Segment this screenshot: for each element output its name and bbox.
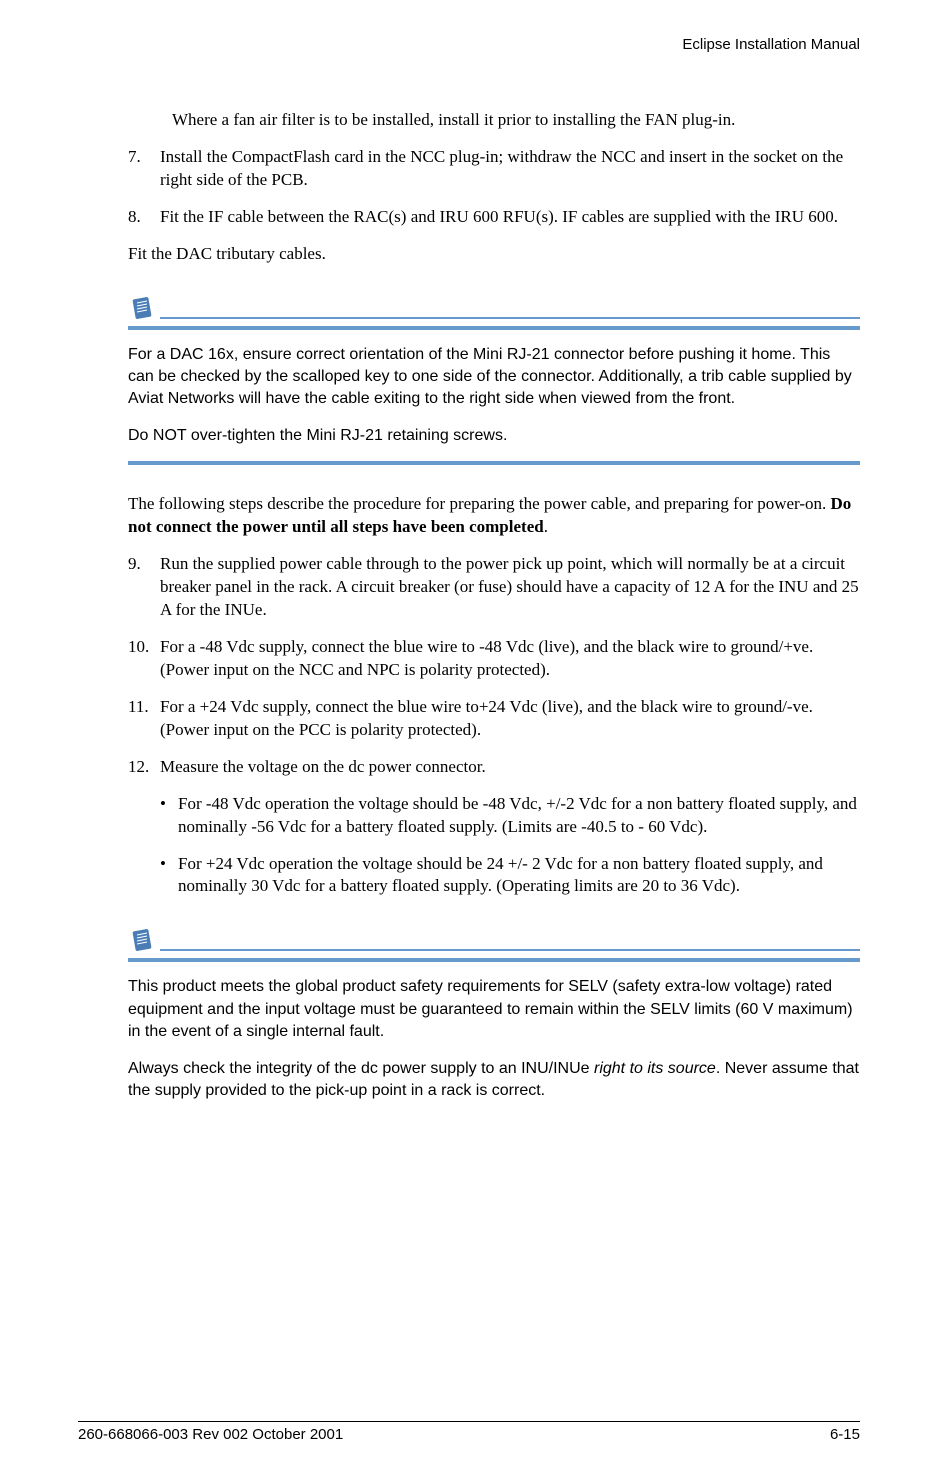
bullet-item: • For +24 Vdc operation the voltage shou…: [160, 853, 860, 899]
step-10: 10. For a -48 Vdc supply, connect the bl…: [128, 636, 860, 682]
note-icon: [128, 926, 156, 954]
step-content: For a -48 Vdc supply, connect the blue w…: [160, 636, 860, 682]
step-content: Measure the voltage on the dc power conn…: [160, 756, 860, 779]
note-paragraph: Do NOT over-tighten the Mini RJ-21 retai…: [128, 425, 860, 447]
bullet-item: • For -48 Vdc operation the voltage shou…: [160, 793, 860, 839]
step-8: 8. Fit the IF cable between the RAC(s) a…: [128, 206, 860, 229]
step-number: 7.: [128, 146, 160, 192]
step-content: For a +24 Vdc supply, connect the blue w…: [160, 696, 860, 742]
text-segment: .: [544, 517, 548, 536]
power-intro-paragraph: The following steps describe the procedu…: [128, 493, 860, 539]
step-number: 8.: [128, 206, 160, 229]
note-rule: [128, 958, 860, 962]
step-number: 9.: [128, 553, 160, 622]
step-11: 11. For a +24 Vdc supply, connect the bl…: [128, 696, 860, 742]
note-block-2: This product meets the global product sa…: [128, 926, 860, 1102]
step-content: Install the CompactFlash card in the NCC…: [160, 146, 860, 192]
fit-dac-paragraph: Fit the DAC tributary cables.: [128, 243, 860, 266]
page-footer: 260-668066-003 Rev 002 October 2001 6-15: [78, 1421, 860, 1443]
step-number: 12.: [128, 756, 160, 779]
footer-doc-id: 260-668066-003 Rev 002 October 2001: [78, 1426, 343, 1443]
text-italic: right to its source: [594, 1060, 716, 1077]
step-number: 11.: [128, 696, 160, 742]
footer-page-number: 6-15: [830, 1426, 860, 1443]
step-7: 7. Install the CompactFlash card in the …: [128, 146, 860, 192]
note-paragraph: Always check the integrity of the dc pow…: [128, 1058, 860, 1103]
step-content: Fit the IF cable between the RAC(s) and …: [160, 206, 860, 229]
note-rule: [128, 326, 860, 330]
step-number: 10.: [128, 636, 160, 682]
bullet-content: For -48 Vdc operation the voltage should…: [178, 793, 860, 839]
text-segment: Always check the integrity of the dc pow…: [128, 1060, 594, 1077]
note-rule: [160, 317, 860, 319]
step-content: Run the supplied power cable through to …: [160, 553, 860, 622]
bullet-marker: •: [160, 853, 178, 899]
text-segment: The following steps describe the procedu…: [128, 494, 831, 513]
step-9: 9. Run the supplied power cable through …: [128, 553, 860, 622]
page-header: Eclipse Installation Manual: [128, 36, 860, 61]
step-12: 12. Measure the voltage on the dc power …: [128, 756, 860, 779]
note-rule: [128, 461, 860, 465]
header-title: Eclipse Installation Manual: [682, 36, 860, 53]
intro-paragraph: Where a fan air filter is to be installe…: [172, 109, 860, 132]
bullet-marker: •: [160, 793, 178, 839]
note-rule: [160, 949, 860, 951]
note-icon: [128, 294, 156, 322]
note-block-1: For a DAC 16x, ensure correct orientatio…: [128, 294, 860, 466]
note-paragraph: For a DAC 16x, ensure correct orientatio…: [128, 344, 860, 411]
note-paragraph: This product meets the global product sa…: [128, 976, 860, 1043]
bullet-content: For +24 Vdc operation the voltage should…: [178, 853, 860, 899]
